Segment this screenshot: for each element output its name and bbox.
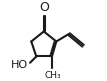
Text: O: O bbox=[40, 1, 49, 14]
Text: HO: HO bbox=[10, 60, 27, 70]
Text: CH₃: CH₃ bbox=[44, 71, 61, 80]
